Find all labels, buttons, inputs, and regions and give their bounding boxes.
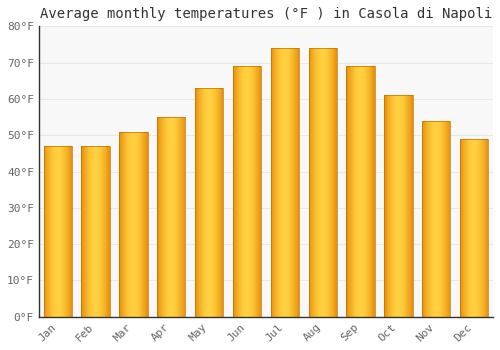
Bar bbox=[119, 132, 148, 317]
Bar bbox=[346, 66, 375, 317]
Bar bbox=[44, 146, 72, 317]
Bar bbox=[233, 66, 261, 317]
Bar bbox=[384, 95, 412, 317]
Bar bbox=[460, 139, 488, 317]
Bar bbox=[82, 146, 110, 317]
Bar bbox=[157, 117, 186, 317]
Bar bbox=[270, 48, 299, 317]
Bar bbox=[308, 48, 337, 317]
Title: Average monthly temperatures (°F ) in Casola di Napoli: Average monthly temperatures (°F ) in Ca… bbox=[40, 7, 492, 21]
Bar bbox=[422, 121, 450, 317]
Bar bbox=[195, 88, 224, 317]
